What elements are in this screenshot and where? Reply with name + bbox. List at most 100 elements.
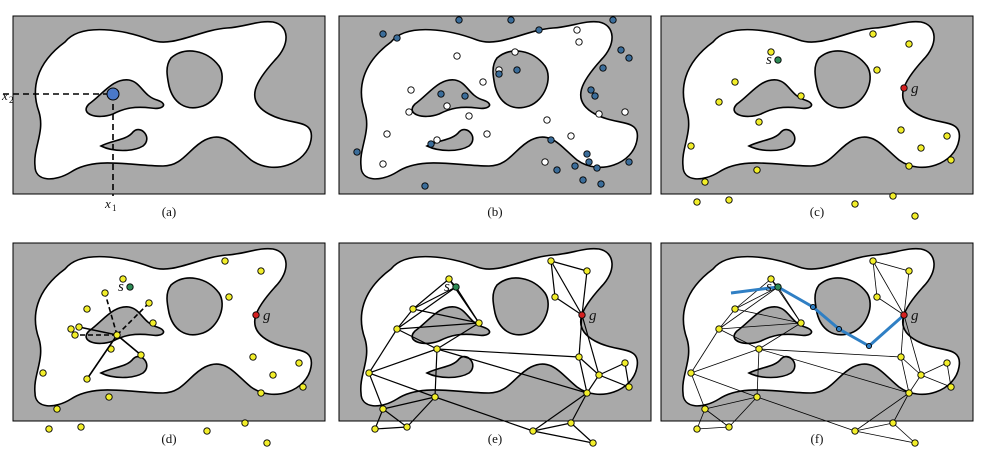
milestone-node	[753, 393, 761, 401]
milestone-node	[851, 427, 859, 435]
milestone-node	[905, 389, 913, 397]
milestone-node	[911, 439, 919, 447]
roadmap-edge	[570, 422, 594, 444]
milestone-node	[797, 319, 805, 327]
goal-node	[900, 84, 908, 92]
roadmap-edge	[696, 426, 730, 430]
milestone-node	[767, 48, 775, 56]
milestone-node	[687, 142, 695, 150]
milestone-node	[869, 257, 877, 265]
panel-d: sg	[12, 242, 326, 447]
roadmap-edge	[598, 362, 626, 376]
collision-sample	[421, 182, 429, 190]
panel-e: sg	[338, 242, 652, 447]
goal-label: g	[911, 308, 919, 324]
milestone-node	[943, 132, 951, 140]
roadmap-edge	[578, 356, 588, 394]
free-sample	[541, 158, 549, 166]
milestone-node	[379, 405, 387, 413]
neighbour-node	[145, 299, 153, 307]
free-sample	[511, 48, 519, 56]
roadmap-edge	[718, 328, 760, 350]
shortest-path	[730, 285, 905, 348]
milestone-node	[911, 212, 919, 220]
collision-sample	[593, 164, 601, 172]
start-node	[452, 283, 460, 291]
caption-a: (a)	[162, 204, 176, 219]
collision-sample	[625, 54, 633, 62]
goal-node	[252, 311, 260, 319]
roadmap-edge	[412, 308, 480, 324]
panel-b	[338, 15, 652, 195]
free-sample	[433, 136, 441, 144]
start-label: s	[118, 279, 124, 295]
milestone-node	[409, 305, 417, 313]
collision-sample	[427, 140, 435, 148]
milestone-node	[755, 345, 763, 353]
collision-sample	[597, 180, 605, 188]
obstacle-1	[85, 79, 165, 118]
roadmap-edge	[690, 372, 706, 410]
milestone-node	[889, 419, 897, 427]
roadmap-edge	[382, 408, 408, 428]
free-sample	[405, 108, 413, 116]
free-sample	[465, 112, 473, 120]
obstacle-3	[747, 128, 796, 152]
roadmap-edge	[854, 422, 894, 432]
milestone-node	[943, 359, 951, 367]
roadmap-edge	[382, 396, 436, 410]
milestone-node	[715, 98, 723, 106]
milestone-node	[119, 275, 127, 283]
roadmap-edge	[758, 348, 902, 358]
roadmap-edge	[532, 422, 572, 432]
roadmap-edge	[920, 362, 948, 376]
path-node	[865, 342, 873, 350]
obstacle-2	[166, 277, 223, 336]
free-sample	[407, 86, 415, 94]
roadmap-edge	[758, 322, 802, 350]
neighbour-node	[137, 351, 145, 359]
free-sample	[479, 78, 487, 86]
free-sample	[453, 52, 461, 60]
rejected-edge	[104, 292, 118, 336]
milestone-node	[221, 257, 229, 265]
milestone-node	[589, 439, 597, 447]
roadmap-edge	[892, 422, 916, 444]
milestone-node	[947, 156, 955, 164]
roadmap-edge	[455, 286, 480, 324]
roadmap-edge	[903, 314, 922, 376]
roadmap-edge	[412, 278, 450, 310]
collision-sample	[587, 86, 595, 94]
roadmap-edge	[550, 260, 556, 298]
start-label: s	[766, 52, 772, 68]
collision-sample	[379, 30, 387, 38]
roadmap-edge	[734, 278, 772, 310]
x2-axis-label: x	[1, 88, 8, 103]
collision-sample	[591, 92, 599, 100]
milestone-node	[621, 359, 629, 367]
free-sample	[595, 110, 603, 118]
roadmap-edge	[718, 286, 779, 330]
collision-sample	[455, 16, 463, 24]
collision-sample	[585, 158, 593, 166]
milestone-node	[873, 293, 881, 301]
milestone-node	[241, 419, 249, 427]
roadmap-edge	[892, 392, 910, 424]
goal-label: g	[589, 308, 597, 324]
milestone-node	[475, 319, 483, 327]
roadmap-edge	[734, 286, 779, 310]
collision-sample	[579, 176, 587, 184]
collision-sample	[513, 66, 521, 74]
roadmap-edge	[734, 308, 802, 324]
milestone-node	[701, 405, 709, 413]
collision-sample	[393, 34, 401, 42]
roadmap-edge	[854, 430, 916, 444]
milestone-node	[83, 305, 91, 313]
roadmap-edge	[872, 260, 905, 316]
roadmap-edge	[532, 392, 588, 432]
roadmap-edge	[396, 286, 457, 330]
roadmap-edge	[396, 322, 480, 330]
collision-sample	[599, 64, 607, 72]
free-sample	[443, 102, 451, 110]
start-label: s	[766, 279, 772, 295]
